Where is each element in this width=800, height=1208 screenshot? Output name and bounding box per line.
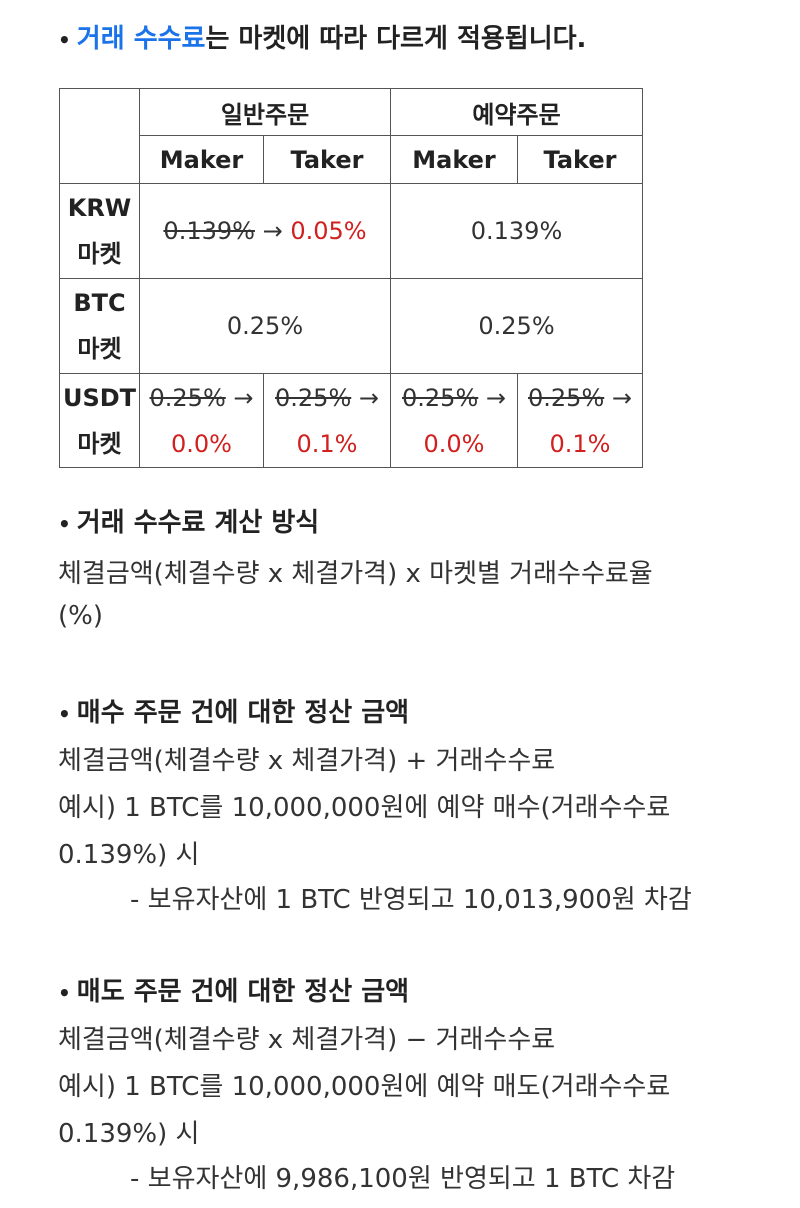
calc-method-line1: 체결금액(체결수량 x 체결가격) x 마켓별 거래수수료율 [58,559,653,589]
old-fee: 0.25% [149,383,226,412]
bullet: • [58,28,71,52]
krw-reserved-fee: 0.139% [390,183,643,279]
buy-example-result: - 보유자산에 1 BTC 반영되고 10,013,900원 차감 [130,885,692,915]
header-reserved-order: 예약주문 [390,88,643,136]
row-label-krw: KRW 마켓 [59,183,140,279]
new-fee: 0.05% [290,217,367,245]
btc-reserved-fee: 0.25% [390,278,643,374]
buy-settlement-title: 매수 주문 건에 대한 정산 금액 [76,698,410,728]
sell-formula: 체결금액(체결수량 x 체결가격) − 거래수수료 [58,1025,556,1055]
fee-table: 일반주문 예약주문 Maker Taker Maker Taker KRW 마켓… [59,88,643,468]
usdt-reserved-maker-fee: 0.25% → 0.0% [390,373,518,468]
arrow-icon: → [233,383,254,412]
header-normal-order: 일반주문 [139,88,391,136]
table-row-krw: KRW 마켓 0.139% → 0.05% 0.139% [59,183,643,279]
buy-example-line2: 0.139%) 시 [58,840,200,870]
row-label-btc: BTC 마켓 [59,278,140,374]
old-fee: 0.25% [402,383,479,412]
btc-normal-fee: 0.25% [139,278,391,374]
krw-normal-fee: 0.139% → 0.05% [139,183,391,279]
row-label-line2: 마켓 [77,335,122,363]
sell-example-line2: 0.139%) 시 [58,1119,200,1149]
calc-method-line2: (%) [58,601,103,631]
new-fee: 0.0% [171,429,232,458]
row-label-line2: 마켓 [77,240,122,268]
sell-example-result: - 보유자산에 9,986,100원 반영되고 1 BTC 차감 [130,1164,676,1194]
sell-settlement-title: 매도 주문 건에 대한 정산 금액 [76,977,410,1007]
old-fee: 0.25% [528,383,605,412]
old-fee: 0.139% [163,217,255,245]
arrow-icon: → [262,217,283,245]
subheader-maker: Maker [139,135,264,184]
row-label-line1: BTC [73,289,126,317]
table-row-btc: BTC 마켓 0.25% 0.25% [59,278,643,374]
row-label-line2: 마켓 [77,429,122,458]
fee-intro-text: 는 마켓에 따라 다르게 적용됩니다. [205,24,587,54]
bullet: • [58,981,71,1005]
calc-method-heading: • 거래 수수료 계산 방식 [58,502,319,539]
calc-method-title: 거래 수수료 계산 방식 [76,508,320,538]
sell-settlement-heading: • 매도 주문 건에 대한 정산 금액 [58,971,409,1008]
bullet: • [58,512,71,536]
buy-example-line1: 예시) 1 BTC를 10,000,000원에 예약 매수(거래수수료 [58,793,671,823]
sell-example-line1: 예시) 1 BTC를 10,000,000원에 예약 매도(거래수수료 [58,1072,671,1102]
table-row-usdt: USDT 마켓 0.25% → 0.0% 0.25% → 0.1% 0.25% … [59,373,643,468]
arrow-icon: → [485,383,506,412]
usdt-reserved-taker-fee: 0.25% → 0.1% [517,373,643,468]
arrow-icon: → [611,383,632,412]
buy-settlement-heading: • 매수 주문 건에 대한 정산 금액 [58,692,409,729]
old-fee: 0.25% [275,383,352,412]
new-fee: 0.1% [549,429,611,458]
new-fee: 0.1% [296,429,358,458]
buy-formula: 체결금액(체결수량 x 체결가격) + 거래수수료 [58,746,556,776]
row-label-usdt: USDT 마켓 [59,373,140,468]
trading-fee-link[interactable]: 거래 수수료 [76,24,206,54]
fee-intro-heading: • 거래 수수료는 마켓에 따라 다르게 적용됩니다. [58,18,586,55]
table-corner-cell [59,88,140,184]
row-label-line1: USDT [62,383,137,412]
table-header-row: 일반주문 예약주문 [59,88,643,184]
row-label-line1: KRW [67,194,132,222]
subheader-maker: Maker [390,135,518,184]
arrow-icon: → [358,383,379,412]
usdt-normal-taker-fee: 0.25% → 0.1% [263,373,391,468]
bullet: • [58,702,71,726]
subheader-taker: Taker [263,135,391,184]
new-fee: 0.0% [423,429,485,458]
usdt-normal-maker-fee: 0.25% → 0.0% [139,373,264,468]
subheader-taker: Taker [517,135,643,184]
table-subheader-row: Maker Taker Maker Taker [60,135,643,184]
